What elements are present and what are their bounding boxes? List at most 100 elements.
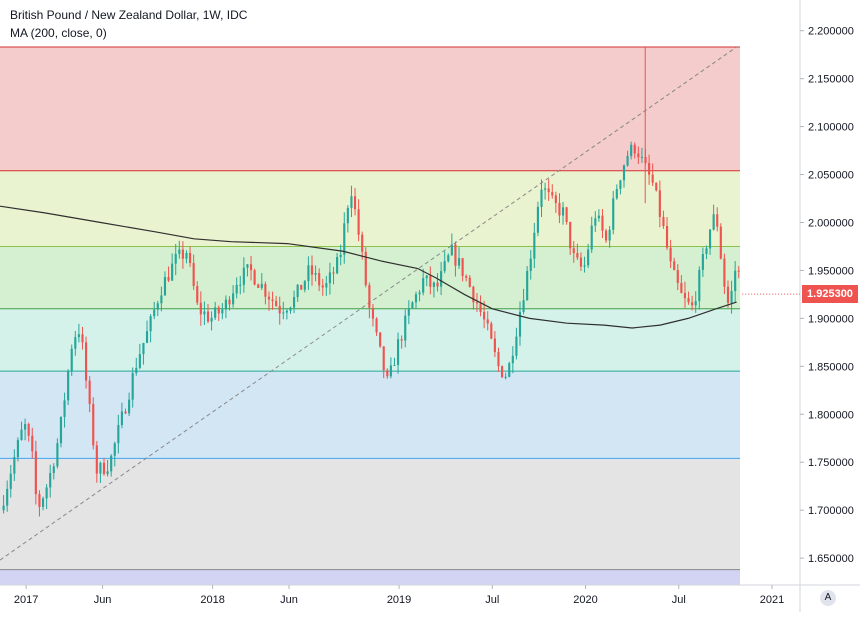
candle-body: [149, 316, 152, 332]
candle-body: [185, 253, 188, 259]
candle-body: [203, 311, 206, 315]
candle-body: [705, 248, 708, 255]
candle-body: [156, 303, 159, 310]
fib-band-1: [0, 170, 740, 247]
candle-body: [490, 323, 493, 339]
candle-body: [604, 230, 608, 241]
candle-body: [723, 258, 726, 287]
candle-body: [619, 180, 622, 189]
candle-body: [131, 373, 134, 400]
candle-body: [536, 206, 539, 233]
candle-body: [730, 291, 733, 303]
candle-body: [135, 367, 138, 374]
last-price-badge: 1.925300: [802, 285, 858, 304]
candle-body: [74, 337, 77, 349]
candle-body: [526, 270, 529, 301]
y-tick-label: 1.800000: [808, 409, 854, 421]
candle-body: [411, 302, 414, 309]
y-tick-label: 2.200000: [808, 26, 854, 38]
candle-body: [63, 400, 66, 417]
candle-body: [389, 365, 392, 377]
candle-body: [454, 244, 457, 266]
candle-body: [235, 284, 238, 294]
candle-body: [142, 342, 145, 355]
candle-body: [138, 354, 141, 368]
candle-body: [310, 265, 314, 275]
candle-body: [375, 318, 378, 333]
candle-body: [533, 232, 536, 259]
candle-body: [612, 198, 615, 230]
candle-body: [479, 303, 482, 312]
candle-body: [601, 215, 604, 231]
candle-body: [228, 299, 231, 305]
candle-body: [630, 144, 633, 156]
candle-body: [206, 311, 210, 322]
candle-body: [691, 302, 694, 306]
candle-body: [239, 284, 242, 286]
candle-body: [95, 445, 98, 474]
candle-body: [307, 265, 310, 282]
candle-body: [665, 226, 669, 248]
candle-body: [443, 261, 446, 272]
candle-body: [404, 315, 407, 341]
candle-body: [472, 286, 475, 303]
candle-body: [339, 254, 342, 258]
chart-legend: British Pound / New Zealand Dollar, 1W, …: [10, 6, 247, 42]
candle-body: [292, 297, 296, 308]
fib-band-3: [0, 308, 740, 372]
candle-body: [253, 270, 256, 285]
candle-body: [371, 307, 375, 319]
candle-body: [554, 195, 557, 203]
x-tick-label: Jul: [485, 594, 499, 606]
candle-body: [217, 307, 220, 314]
candle-body: [407, 308, 410, 316]
candle-body: [587, 249, 590, 266]
candle-body: [468, 277, 471, 287]
candle-body: [576, 253, 579, 258]
candle-body: [414, 294, 418, 303]
x-tick-label: 2018: [200, 594, 224, 606]
candle-body: [450, 244, 453, 256]
candle-body: [106, 471, 109, 474]
candle-body: [608, 229, 611, 241]
candle-body: [508, 363, 511, 377]
candle-body: [350, 196, 353, 208]
y-tick-label: 2.100000: [808, 122, 854, 134]
candle-body: [687, 298, 690, 303]
candle-body: [153, 309, 156, 317]
candle-body: [214, 307, 217, 318]
candle-body: [49, 473, 52, 488]
candle-body: [113, 443, 116, 456]
candle-body: [583, 265, 586, 267]
x-tick-label: Jun: [280, 594, 298, 606]
auto-scale-button[interactable]: A: [820, 590, 836, 606]
candle-body: [188, 253, 192, 264]
candle-body: [99, 462, 102, 474]
candle-body: [737, 270, 740, 272]
candle-body: [518, 311, 522, 337]
candle-body: [364, 251, 367, 286]
candle-body: [321, 285, 324, 288]
candle-body: [379, 332, 382, 347]
candle-body: [497, 352, 500, 367]
candle-body: [734, 270, 737, 292]
candle-body: [565, 207, 568, 222]
candle-body: [285, 310, 288, 313]
candle-body: [128, 399, 131, 414]
x-tick-label: 2019: [387, 594, 411, 606]
candle-body: [357, 209, 360, 235]
candle-body: [361, 234, 364, 252]
candle-body: [13, 457, 16, 474]
candle-body: [178, 249, 181, 254]
candle-body: [303, 281, 306, 290]
candle-body: [662, 216, 665, 227]
candle-body: [418, 292, 421, 295]
candle-body: [716, 214, 719, 227]
candle-body: [658, 190, 661, 217]
candle-body: [572, 248, 575, 254]
candle-body: [221, 309, 224, 314]
candle-body: [637, 153, 640, 158]
candle-body: [300, 284, 303, 290]
